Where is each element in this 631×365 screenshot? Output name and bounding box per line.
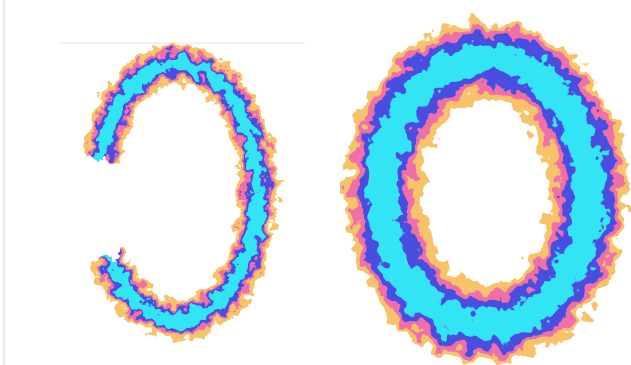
left-ring bbox=[79, 45, 277, 339]
right-ring bbox=[345, 21, 627, 363]
ring-cyan bbox=[91, 57, 265, 327]
ring-cyan bbox=[367, 43, 605, 341]
